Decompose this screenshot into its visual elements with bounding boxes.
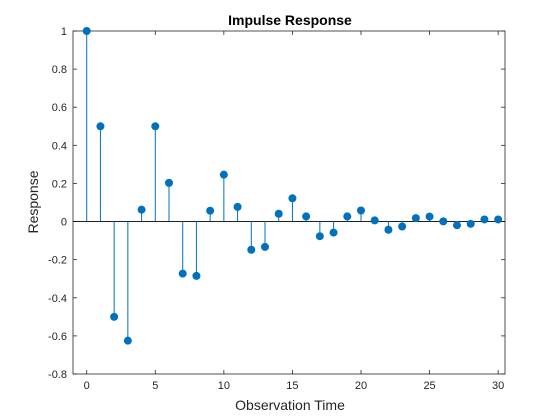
- stem-marker: [343, 212, 352, 221]
- stem-marker: [206, 206, 215, 215]
- y-tick-label: 0.2: [52, 178, 67, 190]
- y-tick-label: -0.6: [48, 331, 67, 343]
- stem-marker: [192, 271, 201, 280]
- stem-marker: [425, 212, 434, 221]
- stem-marker: [274, 209, 283, 218]
- x-tick-label: 20: [355, 380, 367, 392]
- stem-marker: [137, 205, 146, 214]
- stem-marker: [233, 202, 242, 211]
- y-tick-label: 0: [61, 217, 67, 229]
- y-axis-label: Response: [25, 170, 41, 233]
- stem-marker: [288, 194, 297, 203]
- stem-marker: [480, 215, 489, 224]
- chart-title: Impulse Response: [228, 12, 352, 28]
- stem-marker: [494, 215, 503, 224]
- x-axis-label: Observation Time: [235, 397, 345, 413]
- y-tick-label: -0.2: [48, 255, 67, 267]
- stem-marker: [110, 312, 119, 321]
- stem-marker: [411, 214, 420, 223]
- plot-area: -0.8-0.6-0.4-0.200.20.40.60.810 5 10 15 20 25…: [48, 26, 506, 392]
- y-tick-label: -0.4: [48, 293, 67, 305]
- y-tick-label: 0.6: [52, 102, 67, 114]
- x-tick-label: 25: [423, 380, 435, 392]
- stem-marker: [261, 242, 269, 251]
- stem-marker: [123, 336, 132, 345]
- y-tick-label: 1: [61, 26, 67, 38]
- axes-box: [72, 30, 506, 375]
- stem-marker: [165, 178, 173, 187]
- stem-marker: [219, 170, 228, 179]
- stem-marker: [82, 27, 91, 35]
- stem-marker: [439, 217, 448, 226]
- y-tick-label: 0.4: [52, 140, 67, 152]
- stem-marker: [151, 122, 160, 131]
- stem-marker: [357, 206, 365, 215]
- stem-marker: [453, 221, 461, 230]
- stem-marker: [247, 245, 256, 254]
- x-tick-label: 15: [286, 380, 298, 392]
- x-tick-label: 0: [84, 380, 90, 392]
- stem-marker: [398, 222, 407, 231]
- x-tick-label: 5: [152, 380, 158, 392]
- y-tick-label: 0.8: [52, 64, 67, 76]
- stem-marker: [370, 216, 379, 225]
- stem-marker: [384, 225, 393, 234]
- stem-marker: [96, 122, 105, 131]
- stem-marker: [329, 228, 338, 237]
- stem-marker: [466, 219, 475, 228]
- stem-marker: [302, 212, 311, 221]
- y-tick-label: -0.8: [48, 369, 67, 381]
- x-tick-label: 10: [218, 380, 230, 392]
- stem-marker: [178, 269, 187, 278]
- stem-marker: [315, 232, 324, 241]
- x-tick-label: 30: [492, 380, 504, 392]
